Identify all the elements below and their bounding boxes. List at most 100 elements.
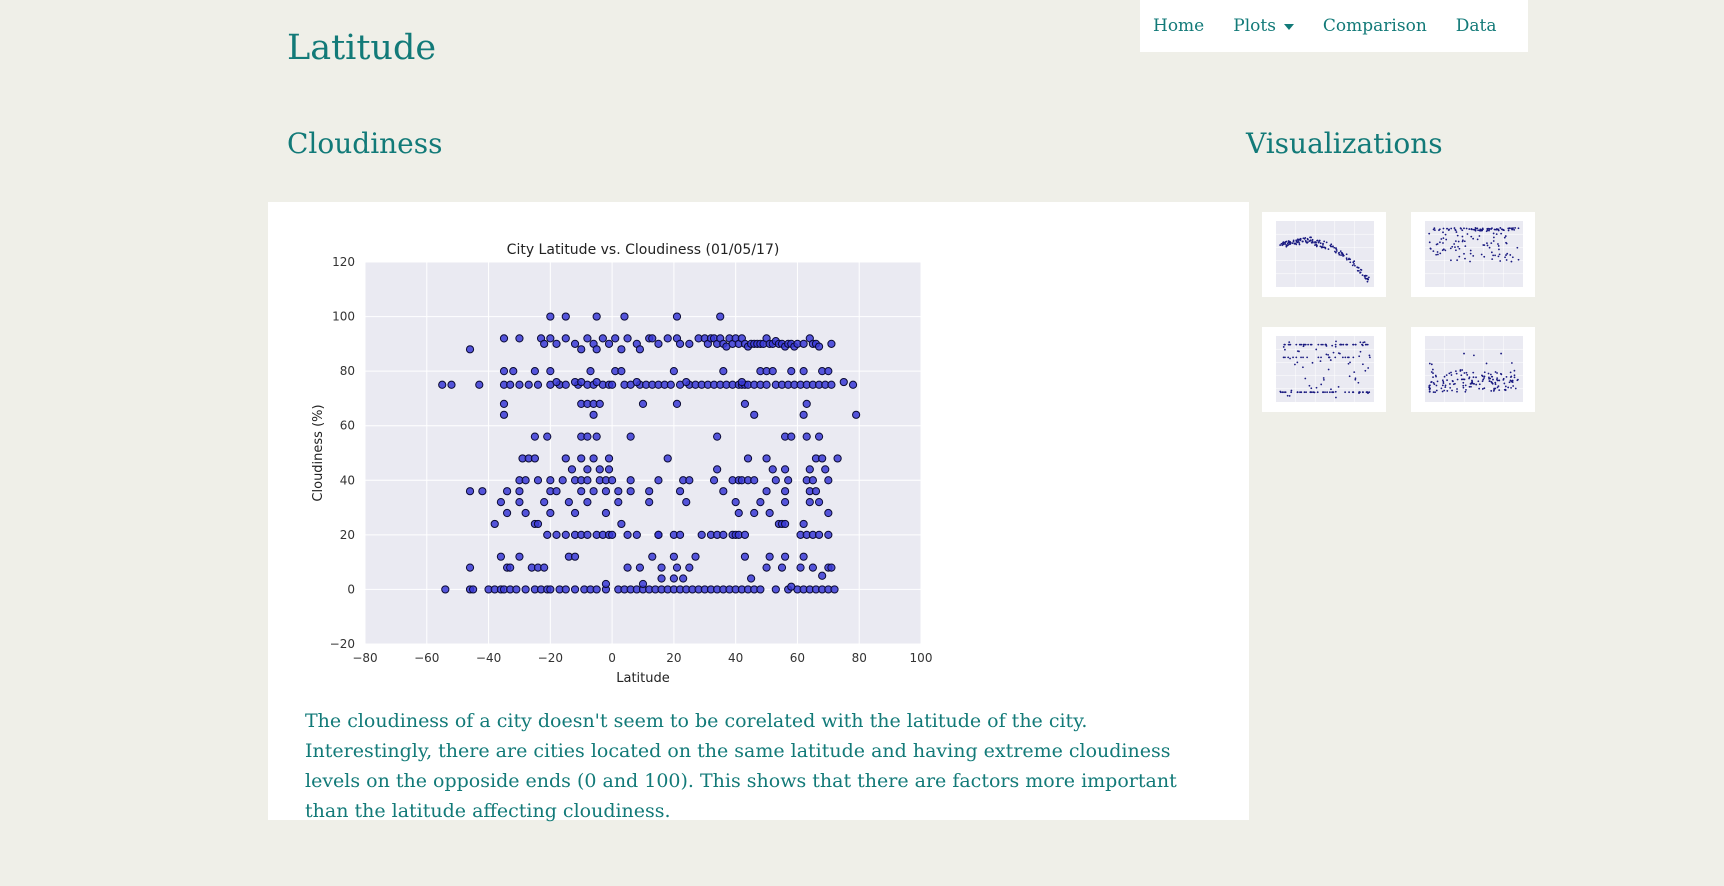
thumbnail-point xyxy=(1454,240,1457,242)
x-tick-label: 60 xyxy=(790,651,805,665)
thumbnail-point xyxy=(1451,389,1453,392)
data-point xyxy=(521,585,530,594)
thumbnail-point xyxy=(1464,390,1467,393)
thumbnail-point xyxy=(1514,387,1517,390)
thumbnail-point xyxy=(1306,237,1309,240)
y-tick-label: 60 xyxy=(340,419,355,433)
thumbnail-point xyxy=(1514,227,1517,229)
thumbnail-point xyxy=(1477,380,1480,383)
site-title[interactable]: Latitude xyxy=(287,28,437,68)
data-point xyxy=(780,519,790,529)
thumbnail-point xyxy=(1345,257,1348,260)
thumbnail-point xyxy=(1508,381,1511,384)
nav-plots-dropdown[interactable]: Plots xyxy=(1233,16,1294,36)
thumbnail-point xyxy=(1496,372,1498,374)
thumbnail-point xyxy=(1310,241,1313,244)
data-point xyxy=(465,345,475,354)
thumbnail-point xyxy=(1430,363,1433,366)
data-point xyxy=(601,487,611,496)
thumbnail-point xyxy=(1454,246,1456,248)
thumbnail-point xyxy=(1284,343,1286,346)
data-point xyxy=(771,585,780,594)
thumbnail-point xyxy=(1466,374,1469,376)
data-point xyxy=(546,585,555,594)
data-point xyxy=(672,563,682,572)
thumbnail-point xyxy=(1326,391,1329,394)
thumbnail-point xyxy=(1349,361,1351,364)
nav-home[interactable]: Home xyxy=(1153,16,1205,36)
thumbnail-point xyxy=(1500,232,1503,235)
thumbnail-point xyxy=(1327,354,1330,356)
thumbnail-humidity[interactable] xyxy=(1411,212,1535,297)
thumbnail-point xyxy=(1510,362,1513,364)
thumbnail-point xyxy=(1504,385,1507,388)
thumbnail-wind-speed[interactable] xyxy=(1411,327,1535,412)
y-tick-label: 80 xyxy=(340,364,355,378)
thumbnail-point xyxy=(1497,229,1500,232)
data-point xyxy=(469,585,478,594)
thumbnail-point xyxy=(1284,348,1286,351)
data-point xyxy=(608,380,617,389)
thumbnail-point xyxy=(1305,391,1307,394)
thumbnail-point xyxy=(1456,378,1459,381)
thumbnail-point xyxy=(1325,241,1328,244)
data-point xyxy=(447,380,456,389)
thumbnail-point xyxy=(1289,357,1291,360)
thumbnail-point xyxy=(1491,375,1494,378)
thumbnail-point xyxy=(1461,235,1464,238)
thumbnail-point xyxy=(1505,259,1508,261)
thumbnail-point xyxy=(1477,229,1480,232)
data-point xyxy=(552,377,561,387)
thumbnail-point xyxy=(1481,227,1484,230)
y-tick-label: 120 xyxy=(332,255,355,269)
data-point xyxy=(750,410,759,419)
thumbnail-point xyxy=(1298,350,1300,353)
thumbnail-point xyxy=(1442,231,1444,234)
data-point xyxy=(824,530,833,539)
nav-data[interactable]: Data xyxy=(1455,16,1497,36)
thumbnail-point xyxy=(1458,255,1461,258)
thumbnail-point xyxy=(1492,390,1495,392)
data-point xyxy=(533,519,543,529)
data-point xyxy=(780,552,790,561)
thumbnail-cloudiness[interactable] xyxy=(1262,327,1386,412)
thumbnail-point xyxy=(1436,253,1439,256)
thumbnail-point xyxy=(1508,227,1511,230)
thumbnail-point xyxy=(1466,233,1469,235)
thumbnail-point xyxy=(1513,374,1516,377)
data-point xyxy=(530,432,539,441)
data-point xyxy=(805,465,814,474)
nav-comparison[interactable]: Comparison xyxy=(1322,16,1427,36)
data-point xyxy=(614,487,623,496)
thumbnail-point xyxy=(1472,255,1475,257)
thumbnail-point xyxy=(1478,383,1481,386)
data-point xyxy=(638,579,648,589)
data-point xyxy=(654,530,663,539)
thumbnail-cloudiness-image xyxy=(1276,336,1374,402)
thumbnail-point xyxy=(1316,391,1319,394)
thumbnail-point xyxy=(1446,390,1449,392)
data-point xyxy=(567,465,577,474)
thumbnail-point xyxy=(1482,378,1485,381)
data-point xyxy=(506,380,515,389)
thumbnail-point xyxy=(1362,391,1364,394)
thumbnail-point xyxy=(1284,356,1286,359)
thumbnail-plot-area xyxy=(1276,336,1374,402)
thumbnail-point xyxy=(1428,241,1431,244)
data-point xyxy=(824,476,833,485)
thumbnail-point xyxy=(1298,343,1301,346)
data-point xyxy=(583,530,592,539)
thumbnail-point xyxy=(1463,227,1465,230)
thumbnail-point xyxy=(1352,343,1355,346)
data-point xyxy=(645,498,654,507)
thumbnail-point xyxy=(1448,372,1451,375)
data-point xyxy=(570,339,580,348)
data-point xyxy=(799,519,808,529)
thumbnail-point xyxy=(1288,243,1291,245)
thumbnail-max-temp[interactable] xyxy=(1262,212,1386,297)
thumbnail-point xyxy=(1324,246,1327,249)
thumbnail-point xyxy=(1361,363,1364,366)
data-point xyxy=(654,339,663,348)
data-point xyxy=(601,579,611,589)
thumbnail-point xyxy=(1291,242,1294,245)
